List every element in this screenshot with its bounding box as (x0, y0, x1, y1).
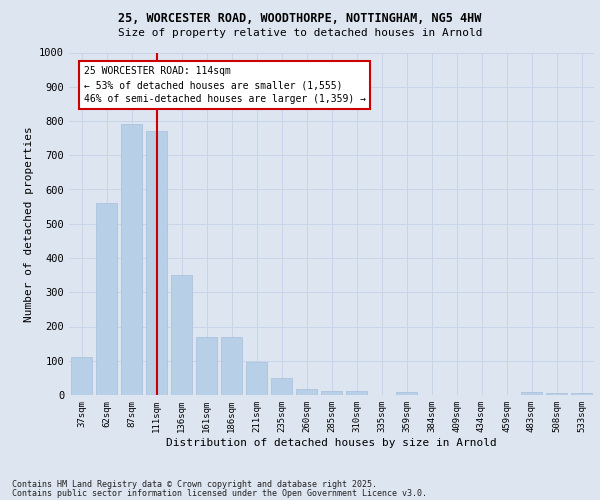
Bar (71, 358, 92, 395)
Bar (396, 392, 417, 395)
Bar (96, 203, 117, 395)
Bar (221, 337, 242, 395)
Bar (121, 124, 142, 395)
Bar (546, 394, 567, 395)
Bar (171, 275, 192, 395)
Bar (196, 337, 217, 395)
Bar (346, 390, 367, 395)
Y-axis label: Number of detached properties: Number of detached properties (23, 126, 34, 322)
Text: Contains HM Land Registry data © Crown copyright and database right 2025.: Contains HM Land Registry data © Crown c… (12, 480, 377, 489)
Text: Size of property relative to detached houses in Arnold: Size of property relative to detached ho… (118, 28, 482, 38)
Text: Contains public sector information licensed under the Open Government Licence v3: Contains public sector information licen… (12, 488, 427, 498)
Bar (246, 362, 267, 395)
Bar (146, 132, 167, 395)
Bar (571, 394, 592, 395)
Bar (521, 392, 542, 395)
Bar (296, 389, 317, 395)
Bar (321, 390, 342, 395)
Text: 25 WORCESTER ROAD: 114sqm
← 53% of detached houses are smaller (1,555)
46% of se: 25 WORCESTER ROAD: 114sqm ← 53% of detac… (83, 66, 365, 104)
Bar (271, 378, 292, 395)
Text: 25, WORCESTER ROAD, WOODTHORPE, NOTTINGHAM, NG5 4HW: 25, WORCESTER ROAD, WOODTHORPE, NOTTINGH… (118, 12, 482, 26)
X-axis label: Distribution of detached houses by size in Arnold: Distribution of detached houses by size … (166, 438, 497, 448)
